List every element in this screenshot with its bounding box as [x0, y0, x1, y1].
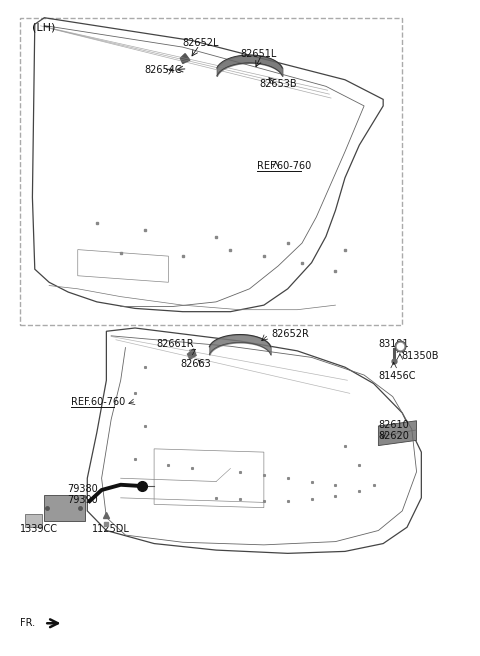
Text: 1125DL: 1125DL	[92, 524, 130, 534]
Text: 82652L: 82652L	[183, 37, 219, 47]
Text: 81456C: 81456C	[378, 371, 416, 380]
Text: 83191: 83191	[378, 338, 409, 349]
Text: 1339CC: 1339CC	[20, 524, 58, 534]
Text: 82651L: 82651L	[240, 49, 276, 58]
Polygon shape	[44, 495, 85, 521]
Text: 82652R: 82652R	[271, 329, 309, 339]
Polygon shape	[25, 514, 42, 527]
Polygon shape	[378, 420, 417, 445]
Text: 82663: 82663	[180, 359, 211, 369]
Text: REF.60-760: REF.60-760	[71, 398, 125, 407]
Polygon shape	[188, 349, 196, 359]
Text: FR.: FR.	[20, 618, 35, 628]
Text: 82654C: 82654C	[144, 65, 182, 75]
Text: 81350B: 81350B	[401, 351, 439, 361]
Text: 82610: 82610	[378, 420, 409, 430]
Text: 79380: 79380	[67, 484, 98, 495]
Polygon shape	[180, 54, 190, 64]
Text: 82661R: 82661R	[156, 338, 194, 349]
Text: (LH): (LH)	[33, 22, 56, 33]
Text: 82620: 82620	[378, 431, 409, 441]
Text: 82653B: 82653B	[259, 79, 297, 89]
Text: REF.60-760: REF.60-760	[257, 161, 311, 171]
Text: 79390: 79390	[67, 495, 98, 505]
